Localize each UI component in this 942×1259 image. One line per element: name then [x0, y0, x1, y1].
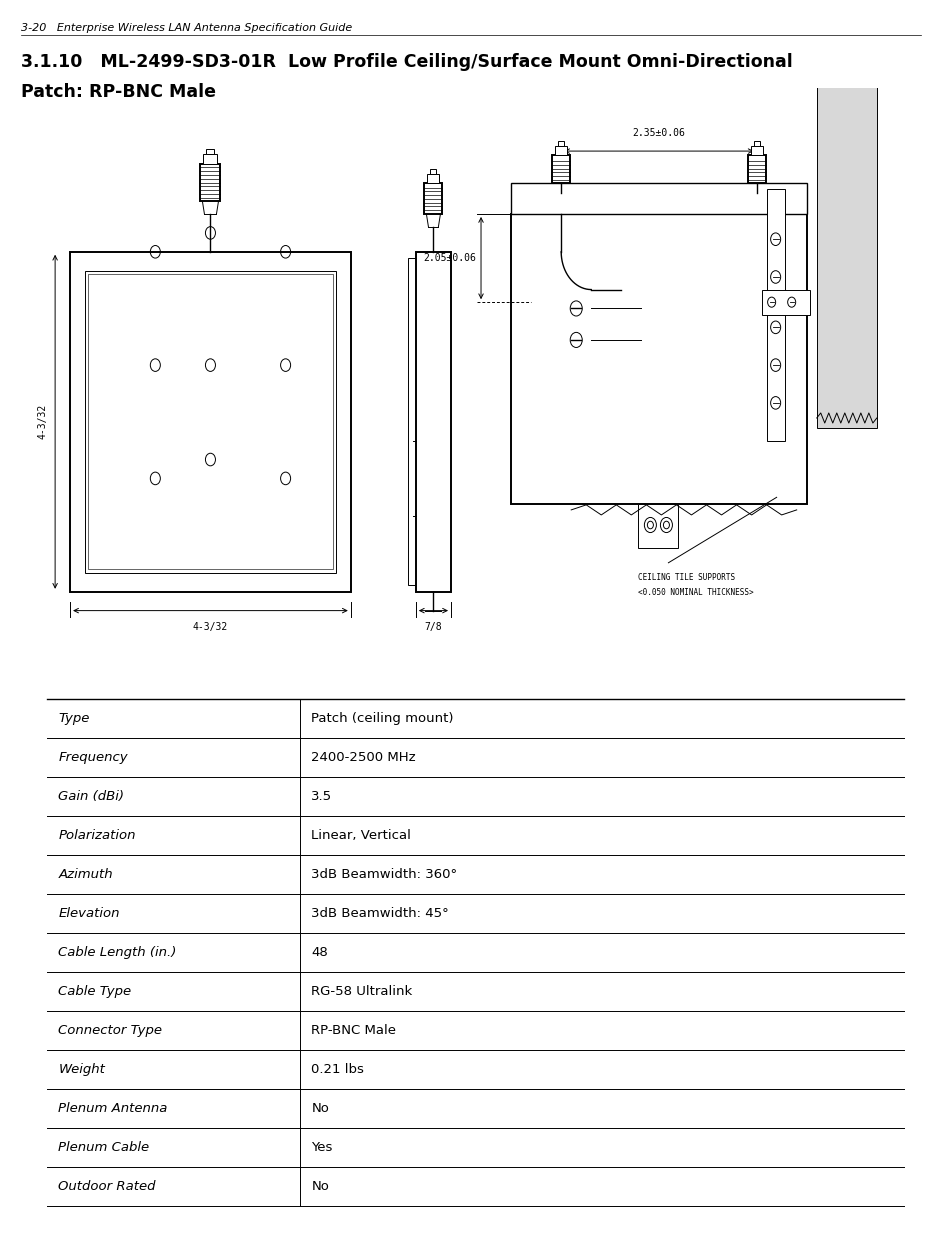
- Text: 3.5: 3.5: [311, 789, 333, 803]
- Text: Outdoor Rated: Outdoor Rated: [58, 1180, 156, 1194]
- Bar: [555, 146, 567, 155]
- Bar: [408, 258, 415, 585]
- Text: Plenum Antenna: Plenum Antenna: [58, 1102, 168, 1115]
- Bar: [428, 174, 439, 183]
- Bar: [639, 504, 678, 548]
- Text: 2400-2500 MHz: 2400-2500 MHz: [311, 750, 416, 764]
- Bar: [512, 214, 806, 504]
- Text: RP-BNC Male: RP-BNC Male: [311, 1024, 397, 1037]
- Text: Cable Length (in.): Cable Length (in.): [58, 946, 177, 959]
- Bar: [70, 252, 350, 592]
- Text: 3dB Beamwidth: 360°: 3dB Beamwidth: 360°: [311, 867, 458, 881]
- Bar: [762, 290, 810, 315]
- Text: Frequency: Frequency: [58, 750, 128, 764]
- Text: CEILING TILE SUPPORTS: CEILING TILE SUPPORTS: [639, 573, 736, 582]
- Text: 2.05±0.06: 2.05±0.06: [423, 253, 476, 263]
- Text: Cable Type: Cable Type: [58, 985, 132, 998]
- Bar: [552, 155, 570, 183]
- Bar: [767, 189, 785, 441]
- Text: 7/8: 7/8: [425, 622, 442, 632]
- Bar: [203, 154, 218, 164]
- Text: 4-3/32: 4-3/32: [193, 622, 228, 632]
- Text: RG-58 Ultralink: RG-58 Ultralink: [311, 985, 413, 998]
- Bar: [748, 155, 766, 183]
- Bar: [559, 141, 564, 146]
- Text: 3.1.10   ML-2499-SD3-01R  Low Profile Ceiling/Surface Mount Omni-Directional: 3.1.10 ML-2499-SD3-01R Low Profile Ceili…: [21, 53, 792, 71]
- Text: Patch (ceiling mount): Patch (ceiling mount): [311, 711, 454, 725]
- Text: 48: 48: [311, 946, 328, 959]
- Text: No: No: [311, 1102, 329, 1115]
- Bar: [206, 149, 215, 154]
- Bar: [425, 183, 443, 214]
- Text: Plenum Cable: Plenum Cable: [58, 1141, 150, 1155]
- Text: Gain (dBi): Gain (dBi): [58, 789, 124, 803]
- Bar: [754, 141, 759, 146]
- Text: Yes: Yes: [311, 1141, 333, 1155]
- Bar: [89, 274, 333, 569]
- Text: 2.35±0.06: 2.35±0.06: [632, 128, 686, 138]
- Bar: [512, 183, 806, 214]
- Bar: [201, 164, 220, 201]
- Text: Polarization: Polarization: [58, 828, 136, 842]
- Bar: [415, 252, 451, 592]
- Text: 0.21 lbs: 0.21 lbs: [311, 1063, 365, 1076]
- Bar: [85, 271, 335, 573]
- Text: 4-3/32: 4-3/32: [37, 404, 47, 439]
- Bar: [817, 57, 877, 428]
- Text: Type: Type: [58, 711, 89, 725]
- Text: 3-20   Enterprise Wireless LAN Antenna Specification Guide: 3-20 Enterprise Wireless LAN Antenna Spe…: [21, 23, 352, 33]
- Text: <0.050 NOMINAL THICKNESS>: <0.050 NOMINAL THICKNESS>: [639, 588, 754, 597]
- Text: Connector Type: Connector Type: [58, 1024, 162, 1037]
- Bar: [430, 169, 436, 174]
- Text: Azimuth: Azimuth: [58, 867, 113, 881]
- Text: Elevation: Elevation: [58, 906, 120, 920]
- Text: Patch: RP-BNC Male: Patch: RP-BNC Male: [21, 83, 216, 101]
- Text: 3dB Beamwidth: 45°: 3dB Beamwidth: 45°: [311, 906, 449, 920]
- Bar: [751, 146, 763, 155]
- Text: No: No: [311, 1180, 329, 1194]
- Text: Linear, Vertical: Linear, Vertical: [311, 828, 411, 842]
- Text: Weight: Weight: [58, 1063, 106, 1076]
